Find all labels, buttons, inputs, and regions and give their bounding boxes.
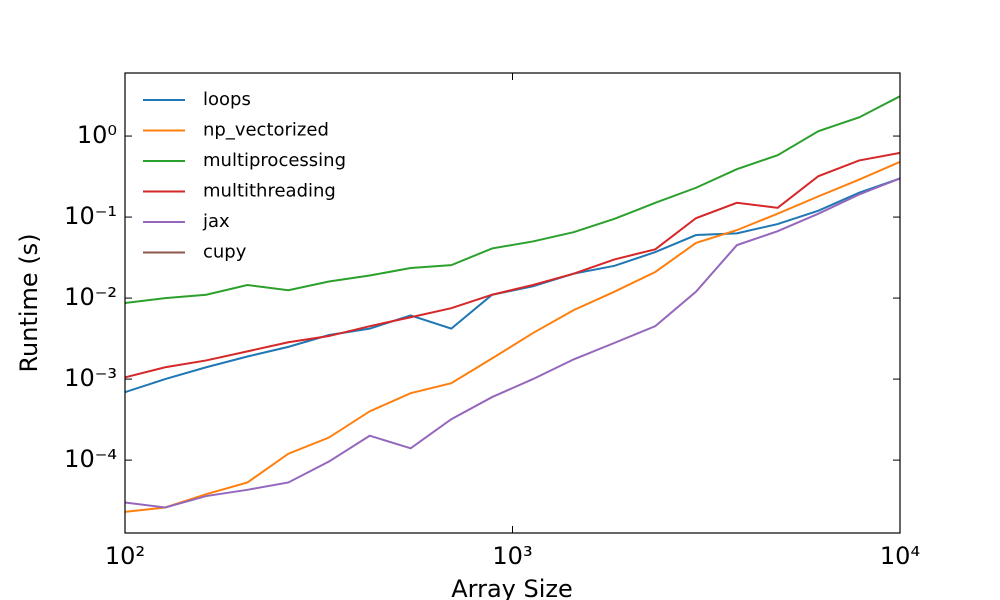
legend-label: np_vectorized: [203, 120, 329, 141]
legend-label: loops: [203, 89, 251, 110]
x-axis-label: Array Size: [451, 575, 573, 600]
x-tick-label: 10⁴: [880, 542, 920, 570]
series-line: [124, 95, 901, 304]
y-tick-label: 10⁻³: [64, 364, 117, 392]
series-line: [124, 151, 901, 379]
plot-frame: [124, 72, 901, 534]
legend-label: multithreading: [203, 181, 336, 202]
y-tick-label: 10⁻²: [64, 283, 117, 311]
x-tick-label: 10²: [105, 542, 145, 570]
x-tick-label: 10³: [492, 542, 532, 570]
series-line: [124, 177, 901, 509]
legend-label: multiprocessing: [203, 150, 346, 171]
y-tick-label: 10⁻⁴: [64, 445, 117, 473]
y-tick-label: 10⁻¹: [64, 202, 117, 230]
y-axis-label: Runtime (s): [15, 233, 43, 372]
y-tick-label: 10⁰: [77, 121, 117, 149]
series-line: [124, 160, 901, 513]
legend-label: cupy: [203, 242, 247, 263]
legend-label: jax: [202, 211, 230, 232]
